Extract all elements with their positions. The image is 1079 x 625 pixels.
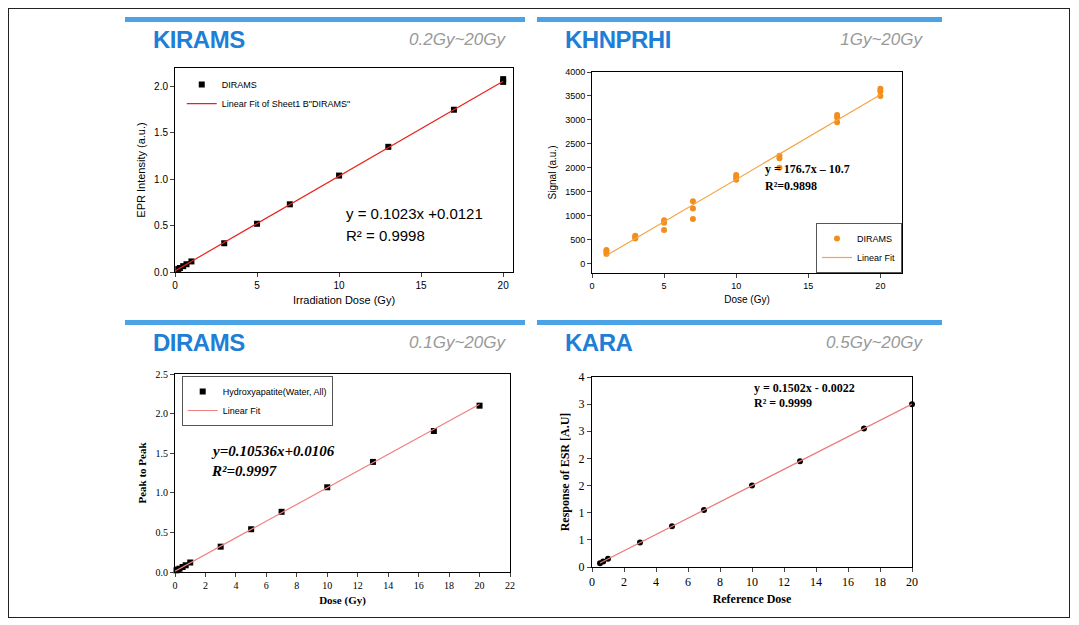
svg-text:2.0: 2.0 xyxy=(154,81,168,92)
html-text:KIRAMS: KIRAMS xyxy=(153,26,245,53)
svg-text:0.5: 0.5 xyxy=(154,220,168,231)
svg-text:R² = 0.9999: R² = 0.9999 xyxy=(754,396,812,410)
html-text:0.2Gy~20Gy: 0.2Gy~20Gy xyxy=(409,30,505,49)
svg-text:Response of ESR [A.U]: Response of ESR [A.U] xyxy=(558,413,572,532)
svg-text:2: 2 xyxy=(579,452,585,466)
html-text:0.1Gy~20Gy: 0.1Gy~20Gy xyxy=(409,333,505,352)
svg-text:EPR Intensity (a.u.): EPR Intensity (a.u.) xyxy=(135,122,147,217)
svg-text:1.5: 1.5 xyxy=(154,127,168,138)
svg-text:1.0: 1.0 xyxy=(154,174,168,185)
svg-text:10: 10 xyxy=(322,580,332,591)
svg-text:Dose (Gy): Dose (Gy) xyxy=(319,594,366,607)
svg-text:6: 6 xyxy=(264,580,269,591)
svg-text:18: 18 xyxy=(874,575,886,589)
svg-text:5: 5 xyxy=(254,280,260,291)
svg-text:2500: 2500 xyxy=(565,139,585,149)
svg-text:3: 3 xyxy=(579,424,585,438)
svg-text:Dose (Gy): Dose (Gy) xyxy=(724,294,770,305)
svg-text:16: 16 xyxy=(842,575,854,589)
svg-text:3500: 3500 xyxy=(565,91,585,101)
html-text:DIRAMS: DIRAMS xyxy=(153,329,245,356)
svg-text:8: 8 xyxy=(294,580,299,591)
svg-text:10: 10 xyxy=(746,575,758,589)
svg-text:8: 8 xyxy=(717,575,723,589)
svg-text:y = 0.1502x - 0.0022: y = 0.1502x - 0.0022 xyxy=(754,381,855,395)
svg-text:2: 2 xyxy=(203,580,208,591)
svg-text:16: 16 xyxy=(414,580,424,591)
svg-text:R²=0.9898: R²=0.9898 xyxy=(765,179,817,193)
svg-text:Linear Fit of Sheet1 B"DIRAMS": Linear Fit of Sheet1 B"DIRAMS" xyxy=(222,99,350,109)
svg-text:R² = 0.9998: R² = 0.9998 xyxy=(346,227,425,244)
svg-text:14: 14 xyxy=(383,580,393,591)
html-text:KARA: KARA xyxy=(565,329,633,356)
svg-text:20: 20 xyxy=(498,280,510,291)
svg-text:20: 20 xyxy=(475,580,485,591)
svg-text:0: 0 xyxy=(589,281,594,291)
svg-text:10: 10 xyxy=(731,281,741,291)
svg-text:20: 20 xyxy=(875,281,885,291)
svg-text:DIRAMS: DIRAMS xyxy=(222,80,257,90)
svg-text:0: 0 xyxy=(589,575,595,589)
svg-text:0.0: 0.0 xyxy=(156,567,169,578)
svg-text:Hydroxyapatite(Water, All): Hydroxyapatite(Water, All) xyxy=(223,387,327,397)
svg-text:500: 500 xyxy=(570,235,585,245)
svg-text:10: 10 xyxy=(334,280,346,291)
svg-text:y = 0.1023x +0.0121: y = 0.1023x +0.0121 xyxy=(346,205,483,222)
svg-text:0: 0 xyxy=(172,280,178,291)
svg-text:12: 12 xyxy=(778,575,790,589)
svg-text:Linear Fit: Linear Fit xyxy=(857,253,895,263)
svg-text:5: 5 xyxy=(662,281,667,291)
svg-text:2.0: 2.0 xyxy=(156,408,169,419)
svg-text:15: 15 xyxy=(803,281,813,291)
svg-text:4: 4 xyxy=(579,370,585,384)
svg-text:y = 176.7x – 10.7: y = 176.7x – 10.7 xyxy=(765,162,850,176)
svg-text:2000: 2000 xyxy=(565,163,585,173)
svg-text:0: 0 xyxy=(173,580,178,591)
svg-text:1.5: 1.5 xyxy=(156,448,169,459)
svg-text:0: 0 xyxy=(580,259,585,269)
svg-text:4: 4 xyxy=(233,580,238,591)
svg-text:0.5: 0.5 xyxy=(156,527,169,538)
html-text:KHNPRHI: KHNPRHI xyxy=(565,26,671,53)
svg-text:Reference Dose: Reference Dose xyxy=(713,592,792,606)
svg-text:y=0.10536x+0.0106: y=0.10536x+0.0106 xyxy=(211,443,335,459)
svg-text:18: 18 xyxy=(444,580,454,591)
svg-text:12: 12 xyxy=(353,580,363,591)
svg-text:14: 14 xyxy=(810,575,822,589)
svg-text:Signal (a.u.): Signal (a.u.) xyxy=(547,146,558,200)
svg-text:1.0: 1.0 xyxy=(156,487,169,498)
svg-text:22: 22 xyxy=(505,580,515,591)
svg-text:DIRAMS: DIRAMS xyxy=(857,234,892,244)
svg-text:6: 6 xyxy=(685,575,691,589)
svg-text:Peak to Peak: Peak to Peak xyxy=(136,442,148,504)
svg-text:3: 3 xyxy=(579,397,585,411)
svg-text:0.0: 0.0 xyxy=(154,267,168,278)
html-text:0.5Gy~20Gy: 0.5Gy~20Gy xyxy=(826,333,922,352)
svg-text:4000: 4000 xyxy=(565,67,585,77)
svg-text:2: 2 xyxy=(579,479,585,493)
svg-text:Linear Fit: Linear Fit xyxy=(223,406,261,416)
svg-text:2: 2 xyxy=(621,575,627,589)
svg-text:1: 1 xyxy=(579,506,585,520)
svg-text:4: 4 xyxy=(653,575,659,589)
svg-text:1500: 1500 xyxy=(565,187,585,197)
svg-text:1: 1 xyxy=(579,533,585,547)
svg-text:Irradiation Dose (Gy): Irradiation Dose (Gy) xyxy=(293,294,395,306)
svg-text:1000: 1000 xyxy=(565,211,585,221)
svg-text:0: 0 xyxy=(579,560,585,574)
svg-text:15: 15 xyxy=(416,280,428,291)
html-text:1Gy~20Gy: 1Gy~20Gy xyxy=(840,30,922,49)
svg-text:20: 20 xyxy=(906,575,918,589)
svg-text:R²=0.9997: R²=0.9997 xyxy=(211,463,277,479)
svg-text:3000: 3000 xyxy=(565,115,585,125)
svg-text:2.5: 2.5 xyxy=(156,369,169,380)
